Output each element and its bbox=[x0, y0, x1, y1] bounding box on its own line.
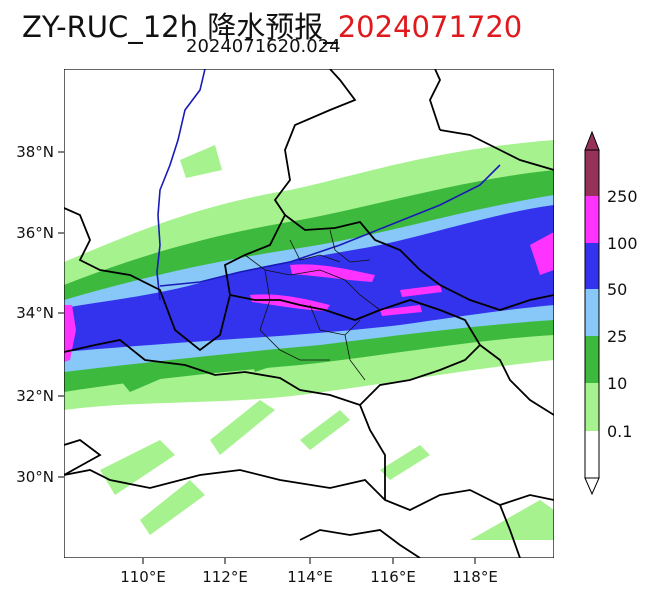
lat-label: 36°N bbox=[16, 224, 54, 242]
lon-label: 116°E bbox=[370, 568, 416, 586]
colorbar-segment bbox=[585, 336, 599, 383]
map-area bbox=[64, 69, 554, 558]
chart-subtitle: 2024071620.024 bbox=[186, 36, 341, 57]
colorbar-frame bbox=[584, 149, 600, 479]
title-prefix: ZY-RUC_12h 降水预报_ bbox=[22, 10, 338, 44]
lat-label: 38°N bbox=[16, 143, 54, 161]
colorbar-segment bbox=[585, 383, 599, 431]
lat-label: 30°N bbox=[16, 468, 54, 486]
colorbar-label: 50 bbox=[607, 280, 627, 299]
colorbar-label: 250 bbox=[607, 187, 638, 206]
colorbar-label: 10 bbox=[607, 374, 627, 393]
colorbar-label: 0.1 bbox=[607, 422, 632, 441]
lat-label: 32°N bbox=[16, 387, 54, 405]
colorbar-label: 100 bbox=[607, 234, 638, 253]
province-boundaries bbox=[64, 69, 554, 558]
colorbar-bottom-arrow bbox=[584, 477, 600, 496]
colorbar-segment bbox=[585, 289, 599, 336]
rain-layer-storm bbox=[64, 205, 554, 352]
city-boundaries bbox=[244, 229, 381, 381]
title-date: 2024071720 bbox=[337, 10, 523, 44]
colorbar-segment bbox=[585, 150, 599, 196]
colorbar-top-arrow bbox=[584, 130, 600, 151]
colorbar-segment bbox=[585, 196, 599, 243]
lon-label: 118°E bbox=[452, 568, 498, 586]
colorbar-segment bbox=[585, 431, 599, 478]
colorbar: 250 100 50 25 10 0.1 bbox=[584, 130, 638, 496]
lon-label: 112°E bbox=[202, 568, 248, 586]
lon-label: 114°E bbox=[287, 568, 333, 586]
lat-label: 34°N bbox=[16, 304, 54, 322]
colorbar-segment bbox=[585, 243, 599, 289]
lon-axis: 110°E 112°E 114°E 116°E 118°E bbox=[120, 558, 498, 586]
chart-title: ZY-RUC_12h 降水预报_2024071720 bbox=[22, 4, 522, 46]
lat-axis: 38°N 36°N 34°N 32°N 30°N bbox=[16, 143, 64, 486]
lon-label: 110°E bbox=[120, 568, 166, 586]
river-line bbox=[156, 69, 501, 301]
colorbar-label: 25 bbox=[607, 327, 627, 346]
